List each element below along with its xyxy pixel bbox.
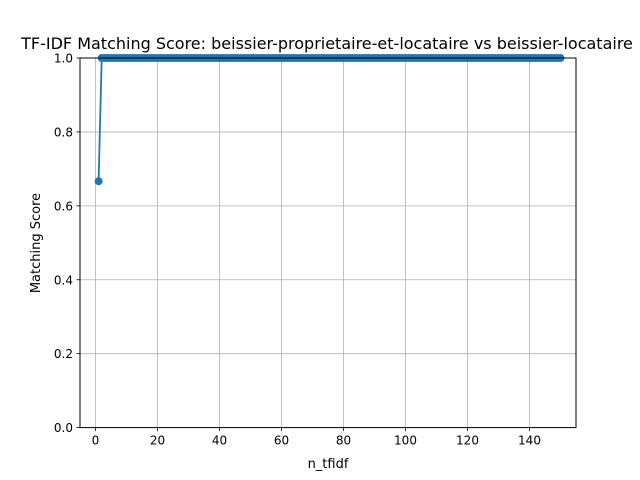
x-tick-label: 0 [92,434,100,448]
ticks: 0 20 40 60 80 100 120 140 0.0 0.2 0.4 0.6 0.8 1.0 [54,52,541,448]
y-tick-label: 0.6 [54,199,73,213]
y-tick-label: 0.8 [54,125,73,139]
chart-title: TF-IDF Matching Score: beissier-propriet… [20,34,633,53]
x-tick-label: 120 [456,434,479,448]
x-tick-label: 100 [394,434,417,448]
y-tick-label: 0.2 [54,347,73,361]
x-tick-label: 80 [336,434,351,448]
x-tick-label: 140 [518,434,541,448]
y-tick-label: 1.0 [54,52,73,66]
plot-frame [79,57,577,429]
y-axis-label: Matching Score [29,193,44,293]
x-axis-label: n_tfidf [308,457,349,472]
y-tick-label: 0.0 [54,421,73,435]
y-tick-label: 0.4 [54,273,73,287]
x-tick-label: 40 [212,434,227,448]
x-tick-label: 20 [150,434,165,448]
data-point [94,177,103,186]
x-tick-label: 60 [274,434,289,448]
